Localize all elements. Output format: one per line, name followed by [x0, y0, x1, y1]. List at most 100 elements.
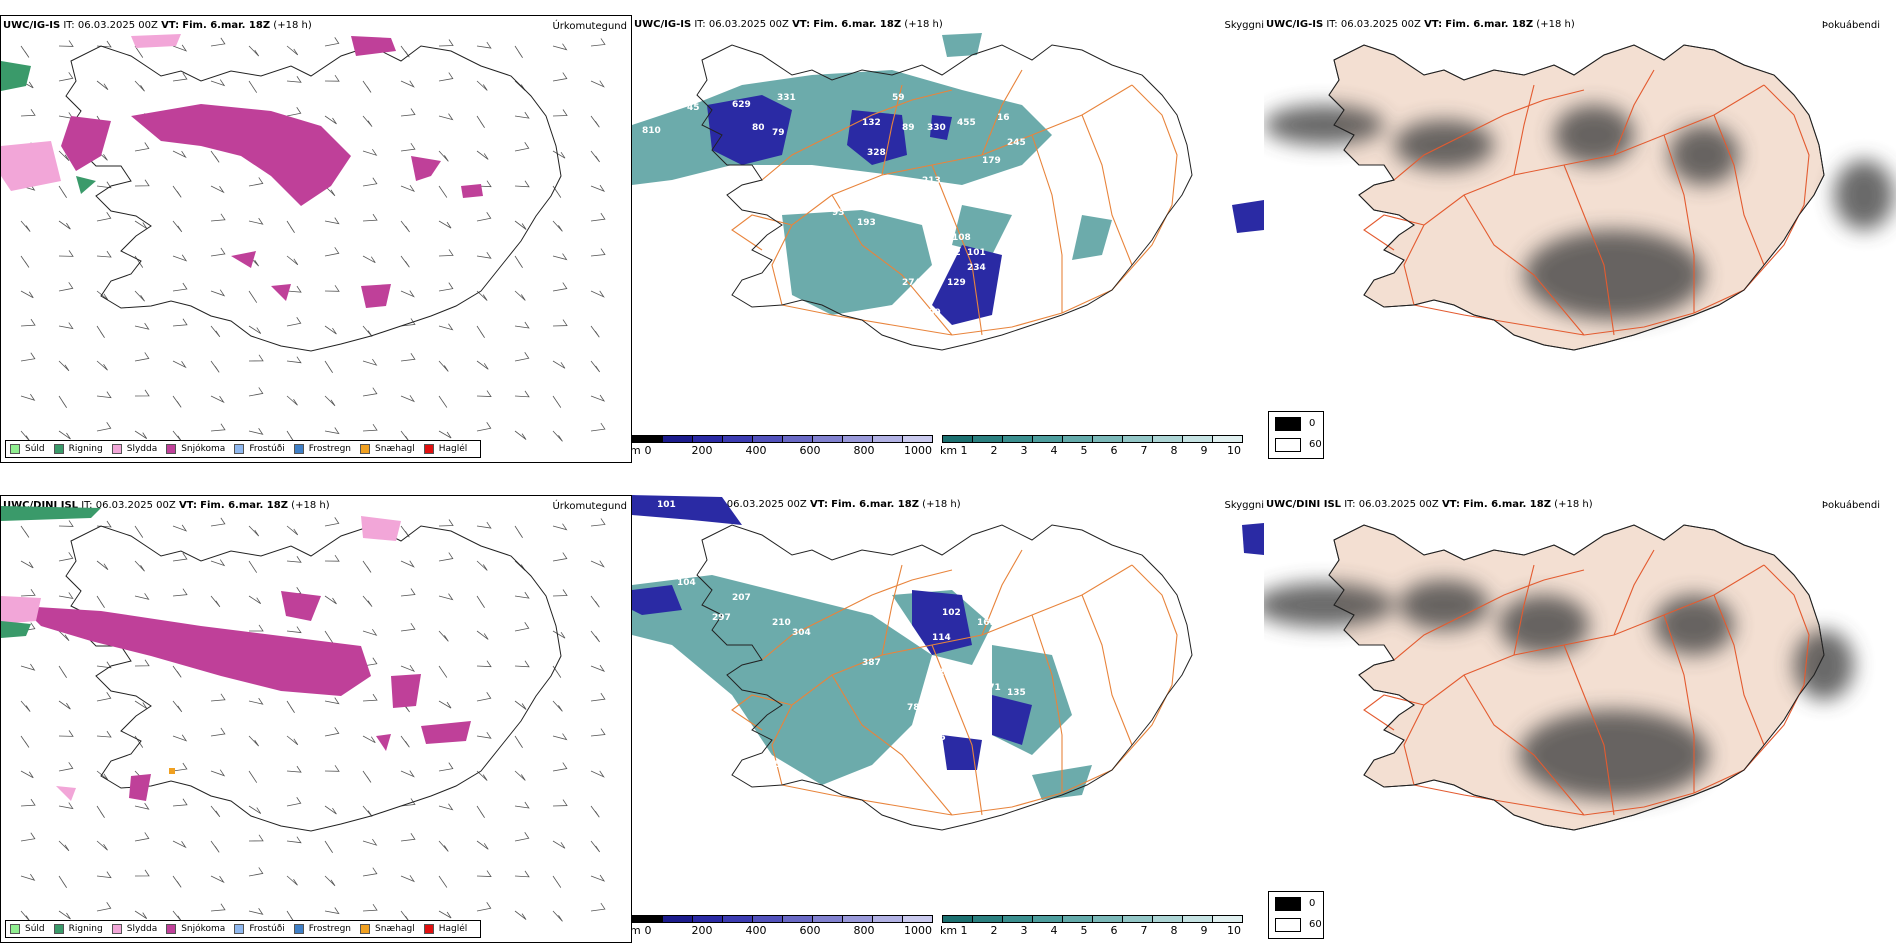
- wind-barb: [590, 595, 600, 608]
- wind-barb: [96, 360, 108, 371]
- wind-barb: [514, 622, 530, 632]
- wind-barb: [400, 142, 416, 152]
- colorbar-segment: [902, 435, 933, 443]
- wind-barb: [362, 657, 378, 667]
- wind-barb: [590, 518, 606, 527]
- ceiling-value-label: 122: [942, 248, 961, 258]
- colorbar-tick: 1: [960, 924, 968, 937]
- wind-barb: [58, 665, 67, 678]
- wind-barb: [552, 109, 568, 117]
- ceiling-value-label: 79: [772, 128, 785, 138]
- wind-barb: [476, 115, 485, 128]
- wind-barb: [324, 247, 340, 257]
- wind-barb: [20, 290, 34, 299]
- wind-barb: [400, 318, 416, 327]
- panel-header: UWC/DINI ISL IT: 06.03.2025 00Z VT: Fim.…: [3, 500, 330, 511]
- colorbar-tick: 5: [1080, 924, 1088, 937]
- wind-barb: [590, 212, 606, 222]
- fog-legend-label-0: 0: [1309, 418, 1316, 429]
- legend-swatch: [10, 924, 20, 934]
- wind-barb: [286, 106, 302, 117]
- wind-barb: [172, 220, 183, 233]
- wind-barb: [514, 180, 530, 188]
- colorbar-segment: [1032, 915, 1063, 923]
- colorbar-segment: [1062, 915, 1093, 923]
- wind-barb: [210, 875, 225, 884]
- wind-barb: [20, 393, 36, 401]
- colorbar-tick: 10: [1227, 444, 1241, 457]
- wind-barb: [438, 39, 454, 47]
- precip-map: [1, 506, 606, 923]
- wind-barb: [20, 255, 30, 268]
- wind-barb: [96, 422, 112, 432]
- ceiling-value-label: 233: [932, 693, 951, 703]
- wind-barb: [590, 394, 606, 402]
- wind-barb: [286, 765, 302, 773]
- wind-barb: [438, 762, 454, 772]
- ceiling-value-label: 101: [967, 248, 986, 258]
- ceiling-value-label: 304: [792, 628, 811, 638]
- wind-barb: [248, 834, 264, 842]
- wind-barb: [400, 770, 415, 778]
- fog-panel-top: UWC/IG-IS IT: 06.03.2025 00Z VT: Fim. 6.…: [1264, 15, 1896, 463]
- wind-barb: [96, 325, 105, 338]
- wind-barb: [514, 352, 530, 362]
- wind-barb: [210, 423, 226, 432]
- wind-barb: [438, 593, 454, 601]
- legend-swatch: [166, 924, 177, 934]
- wind-barb: [172, 762, 188, 772]
- wind-barb: [172, 44, 188, 52]
- wind-barb: [552, 552, 568, 562]
- legend-item-7: Haglél: [423, 444, 467, 454]
- wind-barb: [20, 560, 34, 569]
- legend-swatch: [234, 924, 245, 934]
- wind-barb: [590, 115, 600, 128]
- wind-barb: [20, 589, 36, 597]
- wind-barb: [210, 289, 226, 297]
- wind-barb: [514, 591, 530, 599]
- wind-barb: [514, 142, 530, 152]
- colorbar-segment: [1122, 435, 1153, 443]
- wind-barb: [248, 217, 264, 225]
- sleet-areas: [1, 516, 401, 801]
- wind-barb: [552, 840, 566, 849]
- wind-barb: [172, 798, 188, 807]
- colorbar-segment: [722, 435, 753, 443]
- wind-barb: [96, 871, 112, 879]
- colorbar-tick: 8: [1170, 444, 1178, 457]
- colorbar-segment: [632, 435, 663, 443]
- wind-barb: [172, 282, 188, 292]
- wind-barb: [58, 875, 67, 888]
- wind-barb: [362, 115, 373, 127]
- wind-barb: [590, 325, 600, 338]
- wind-barb: [476, 180, 492, 188]
- legend-label: Haglél: [438, 924, 468, 934]
- wind-barb: [476, 212, 492, 222]
- wind-barb: [248, 867, 264, 877]
- wind-barb: [552, 43, 568, 51]
- wind-barb: [362, 903, 378, 912]
- wind-barb: [514, 801, 530, 809]
- ceiling-value-label: 135: [1007, 688, 1026, 698]
- colorbar-tick: 200: [691, 924, 713, 937]
- wind-barb: [248, 290, 258, 303]
- visibility-colorbar: km 1 2 3 4 5 6 7 8 9 10: [940, 435, 1243, 457]
- colorbar-segment: [1092, 435, 1123, 443]
- ceiling-areas: [707, 95, 1264, 325]
- wind-barb: [210, 247, 226, 257]
- ceiling-value-label: 109: [922, 308, 941, 318]
- wind-barb: [134, 430, 148, 439]
- wind-barb: [286, 735, 299, 746]
- ceiling-panel-bottom: UWC/DINI ISL IT: 06.03.2025 00Z VT: Fim.…: [632, 495, 1264, 943]
- wind-barb: [96, 80, 109, 91]
- wind-barb: [438, 665, 448, 678]
- wind-barb: [248, 80, 258, 93]
- wind-barb: [58, 630, 70, 642]
- wind-barb: [552, 875, 562, 888]
- wind-barb: [58, 840, 70, 852]
- legend-label: Frostregn: [308, 444, 352, 454]
- fog-map: [1264, 524, 1854, 831]
- wind-barb: [58, 430, 71, 440]
- wind-barb: [58, 910, 71, 920]
- ceiling-value-label: 105: [927, 733, 946, 743]
